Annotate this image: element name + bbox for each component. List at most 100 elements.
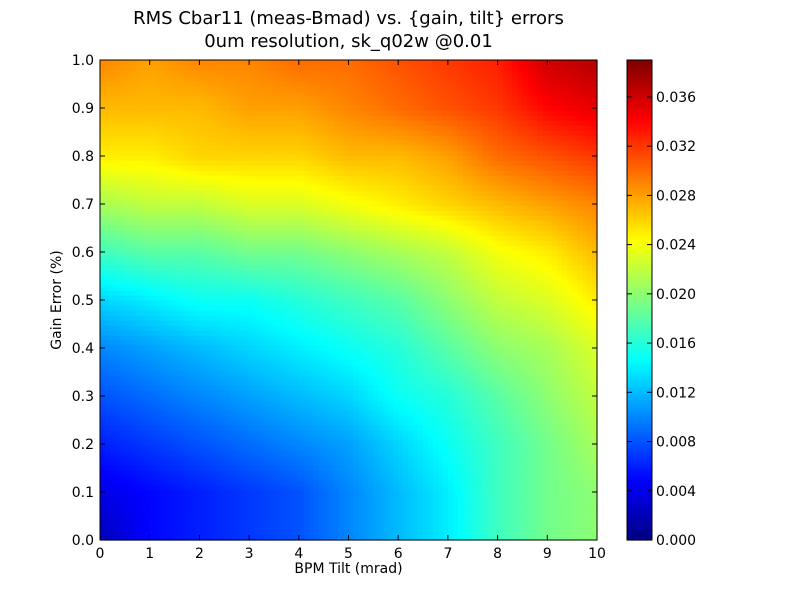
heatmap-cell [353,365,360,371]
heatmap-cell [428,495,434,501]
heatmap-cell [134,440,141,446]
heatmap-cell [199,470,205,476]
heatmap-cell [159,480,166,486]
heatmap-cell [537,525,543,531]
heatmap-cell [522,305,529,311]
heatmap-cell [343,335,350,341]
heatmap-cell [144,295,151,301]
heatmap-cell [343,290,350,296]
heatmap-cell [209,455,215,461]
heatmap-cell [229,415,235,421]
heatmap-cell [199,510,205,516]
heatmap-cell [437,335,444,341]
heatmap-cell [363,320,369,326]
heatmap-cell [229,330,235,336]
heatmap-cell [169,395,176,401]
heatmap-cell [323,305,330,311]
heatmap-cell [373,370,379,376]
heatmap-cell [432,440,439,446]
heatmap-cell [492,535,499,541]
heatmap-cell [403,295,409,301]
heatmap-cell [373,470,379,476]
heatmap-cell [398,515,404,521]
heatmap-cell [268,480,275,486]
heatmap-cell [507,380,514,386]
heatmap-cell [348,305,355,311]
heatmap-cell [308,445,315,451]
heatmap-cell [124,415,131,421]
heatmap-cell [303,465,310,471]
heatmap-cell [159,490,166,496]
heatmap-cell [512,455,519,461]
heatmap-cell [283,330,290,336]
heatmap-cell [338,460,345,466]
heatmap-cell [179,365,186,371]
heatmap-cell [487,375,494,381]
heatmap-cell [442,515,449,521]
heatmap-cell [184,345,191,351]
heatmap-cell [358,370,365,376]
heatmap-cell [492,510,499,516]
heatmap-cell [244,535,250,541]
heatmap-cell [482,340,489,346]
heatmap-cell [164,520,171,526]
heatmap-cell [139,350,146,356]
heatmap-cell [328,375,335,381]
heatmap-cell [234,520,240,526]
heatmap-cell [462,350,469,356]
heatmap-cell [428,525,434,531]
heatmap-cell [234,475,240,481]
heatmap-cell [259,395,265,401]
heatmap-cell [259,535,265,541]
heatmap-cell [408,405,414,411]
heatmap-cell [368,485,374,491]
heatmap-cell [423,455,429,461]
heatmap-cell [338,340,345,346]
heatmap-cell [129,465,136,471]
heatmap-cell [572,350,578,356]
heatmap-cell [159,440,166,446]
heatmap-cell [308,425,315,431]
heatmap-cell [288,425,295,431]
heatmap-cell [592,330,598,336]
heatmap-cell [318,390,325,396]
heatmap-cell [348,505,355,511]
heatmap-cell [462,475,469,481]
heatmap-cell [442,345,449,351]
heatmap-cell [119,460,126,466]
heatmap-cell [358,435,365,441]
heatmap-cell [502,350,509,356]
heatmap-cell [194,305,200,311]
heatmap-cell [353,530,360,536]
heatmap-cell [373,295,379,301]
heatmap-cell [567,450,573,456]
heatmap-cell [497,450,504,456]
heatmap-cell [457,325,464,331]
heatmap-cell [532,445,538,451]
heatmap-cell [139,495,146,501]
heatmap-cell [134,380,141,386]
heatmap-cell [288,325,295,331]
heatmap-cell [338,390,345,396]
heatmap-cell [308,420,315,426]
heatmap-cell [174,520,181,526]
heatmap-cell [169,340,176,346]
heatmap-cell [239,495,245,501]
heatmap-cell [423,365,429,371]
heatmap-cell [104,420,111,426]
heatmap-cell [259,315,265,321]
heatmap-cell [254,440,260,446]
heatmap-cell [244,340,250,346]
heatmap-cell [293,395,300,401]
heatmap-cell [497,400,504,406]
heatmap-cell [264,485,270,491]
heatmap-cell [552,425,558,431]
heatmap-cell [537,530,543,536]
heatmap-cell [259,430,265,436]
heatmap-cell [522,395,529,401]
heatmap-cell [209,440,215,446]
heatmap-cell [169,505,176,511]
heatmap-cell [562,415,568,421]
heatmap-cell [234,530,240,536]
heatmap-cell [353,300,360,306]
